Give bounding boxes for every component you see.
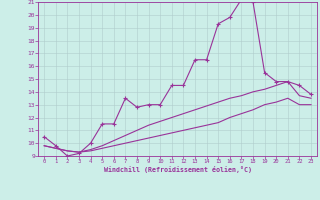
X-axis label: Windchill (Refroidissement éolien,°C): Windchill (Refroidissement éolien,°C) — [104, 166, 252, 173]
